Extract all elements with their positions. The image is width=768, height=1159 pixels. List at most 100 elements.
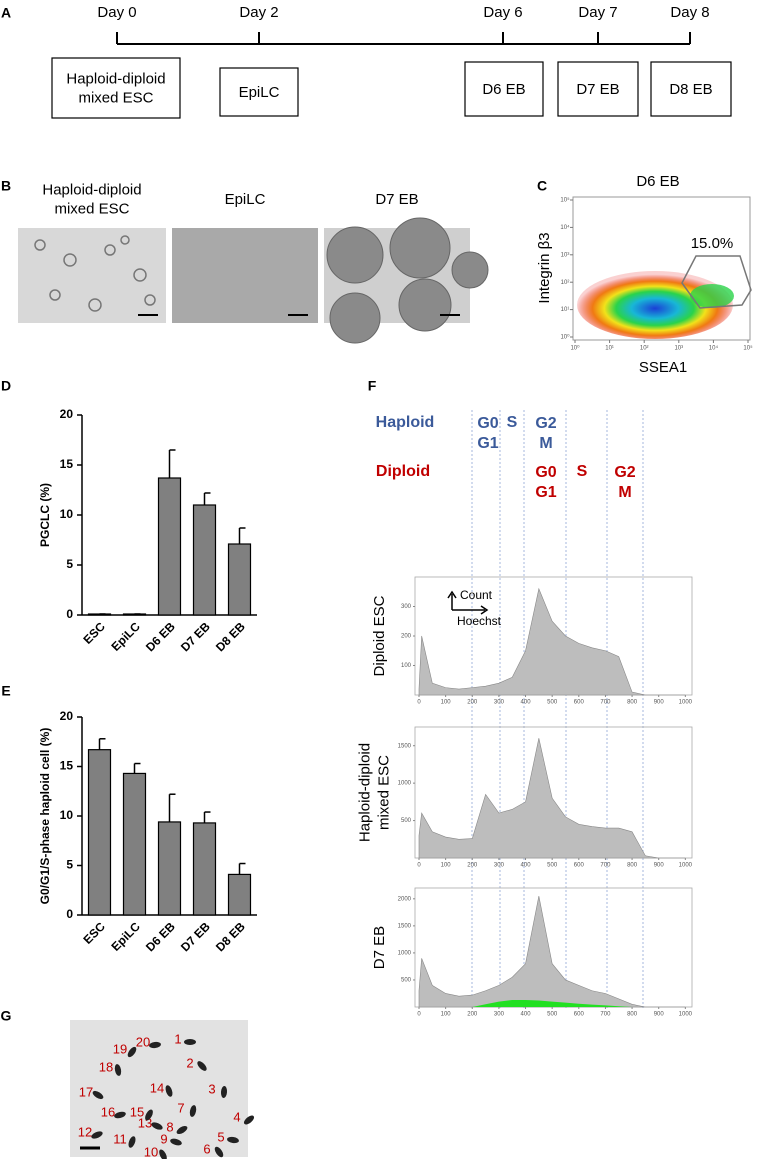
chromosome-label: 2 bbox=[186, 1055, 193, 1070]
bar bbox=[227, 873, 252, 916]
density bbox=[577, 271, 733, 339]
bar bbox=[87, 749, 112, 916]
x-tick-label: 700 bbox=[600, 700, 611, 706]
phase-label: G2 M bbox=[614, 464, 635, 501]
x-tick-label: 10⁴ bbox=[709, 345, 719, 352]
x-tick-label: 800 bbox=[627, 863, 638, 869]
x-tick-label: 200 bbox=[467, 1012, 478, 1018]
density bbox=[690, 284, 734, 308]
x-tick-label: 10⁰ bbox=[570, 345, 580, 352]
panel-label: B bbox=[1, 178, 11, 194]
x-tick-label: D7 EB bbox=[178, 619, 213, 654]
panel-label: G bbox=[1, 1008, 12, 1024]
panel-label: C bbox=[537, 178, 547, 194]
x-tick-label: 10¹ bbox=[605, 346, 614, 352]
stage-label: D8 EB bbox=[669, 81, 712, 98]
x-tick-label: ESC bbox=[81, 919, 109, 947]
y-tick-label: 1000 bbox=[398, 781, 412, 787]
stage-box bbox=[51, 57, 181, 119]
x-tick-label: 500 bbox=[547, 1012, 558, 1018]
y-axis-label: PGCLC (%) bbox=[38, 483, 52, 547]
bar bbox=[157, 821, 182, 916]
chromosome bbox=[220, 1086, 228, 1098]
x-tick-label: 500 bbox=[547, 863, 558, 869]
x-tick-label: 300 bbox=[494, 700, 505, 706]
chromosome bbox=[227, 1136, 239, 1144]
phase-group-label: Diploid bbox=[376, 463, 430, 480]
y-tick-label: 15 bbox=[60, 457, 74, 471]
x-tick-label: 0 bbox=[417, 700, 421, 706]
chromosome-label: 19 bbox=[113, 1041, 127, 1056]
chromosome bbox=[149, 1041, 161, 1049]
chart-title: D6 EB bbox=[636, 173, 679, 190]
histogram bbox=[418, 738, 686, 859]
chromosome bbox=[92, 1090, 104, 1100]
chromosome-label: 12 bbox=[78, 1124, 92, 1139]
x-tick-label: 1000 bbox=[679, 863, 693, 869]
day-label: Day 0 bbox=[97, 4, 136, 21]
gate-label: 15.0% bbox=[691, 235, 734, 252]
y-tick-label: 10⁵ bbox=[560, 197, 570, 204]
x-tick-label: D7 EB bbox=[178, 919, 213, 954]
stage-label: D6 EB bbox=[482, 81, 525, 98]
x-tick-label: 100 bbox=[441, 1012, 452, 1018]
x-tick-label: 1000 bbox=[679, 1012, 693, 1018]
x-tick-label: 600 bbox=[574, 863, 585, 869]
chromosome bbox=[151, 1122, 163, 1130]
micrograph-title: EpiLC bbox=[225, 191, 266, 208]
x-tick-label: 600 bbox=[574, 700, 585, 706]
annotation: Count bbox=[460, 588, 493, 602]
arrow-head bbox=[480, 605, 489, 615]
x-tick-label: D6 EB bbox=[143, 919, 178, 954]
stage-label: Haploid-diploid mixed ESC bbox=[66, 71, 165, 107]
y-tick-label: 15 bbox=[60, 759, 74, 773]
y-tick-label: 10⁰ bbox=[560, 334, 570, 341]
bar bbox=[192, 504, 217, 616]
stage-box bbox=[464, 61, 544, 117]
phase-group-label: Haploid bbox=[376, 414, 435, 431]
chromosome bbox=[128, 1136, 136, 1148]
phase-label: G0 G1 bbox=[477, 415, 498, 452]
histogram bbox=[418, 587, 686, 696]
chromosome-label: 18 bbox=[99, 1059, 113, 1074]
panel-label: F bbox=[368, 378, 377, 394]
y-tick-label: 10² bbox=[561, 280, 570, 286]
y-tick-label: 10¹ bbox=[561, 307, 570, 313]
chromosome-label: 16 bbox=[101, 1104, 115, 1119]
y-tick-label: 1500 bbox=[398, 743, 412, 749]
micrograph-title: D7 EB bbox=[375, 191, 418, 208]
panel-label: E bbox=[1, 683, 10, 699]
chromosome-label: 11 bbox=[113, 1131, 127, 1146]
x-tick-label: D8 EB bbox=[213, 619, 248, 654]
chromosome-label: 14 bbox=[150, 1080, 164, 1095]
x-axis-label: SSEA1 bbox=[639, 359, 687, 376]
phase-label: S bbox=[577, 463, 588, 480]
chromosome bbox=[197, 1061, 207, 1071]
x-tick-label: 700 bbox=[600, 1012, 611, 1018]
stage-box bbox=[650, 61, 732, 117]
x-tick-label: 900 bbox=[654, 700, 665, 706]
y-tick-label: 1000 bbox=[398, 950, 412, 956]
panel-label: A bbox=[1, 5, 11, 21]
x-tick-label: D8 EB bbox=[213, 919, 248, 954]
micrograph-title: Haploid-diploid mixed ESC bbox=[42, 182, 141, 218]
stage-label: D7 EB bbox=[576, 81, 619, 98]
x-tick-label: EpiLC bbox=[108, 919, 143, 954]
day-label: Day 6 bbox=[483, 4, 522, 21]
x-tick-label: 0 bbox=[417, 1012, 421, 1018]
x-tick-label: 600 bbox=[574, 1012, 585, 1018]
chromosome bbox=[159, 1149, 167, 1159]
x-tick-label: 800 bbox=[627, 700, 638, 706]
y-tick-label: 20 bbox=[60, 407, 74, 421]
x-tick-label: 900 bbox=[654, 1012, 665, 1018]
x-tick-label: 1000 bbox=[679, 700, 693, 706]
y-tick-label: 200 bbox=[401, 634, 412, 640]
chromosome-label: 5 bbox=[217, 1129, 224, 1144]
chromosome bbox=[114, 1064, 122, 1076]
y-tick-label: 0 bbox=[66, 907, 73, 921]
histogram bbox=[418, 896, 686, 1008]
chromosome-label: 10 bbox=[144, 1144, 158, 1159]
micrograph bbox=[172, 228, 318, 323]
y-tick-label: 10 bbox=[60, 808, 74, 822]
x-tick-label: D6 EB bbox=[143, 619, 178, 654]
